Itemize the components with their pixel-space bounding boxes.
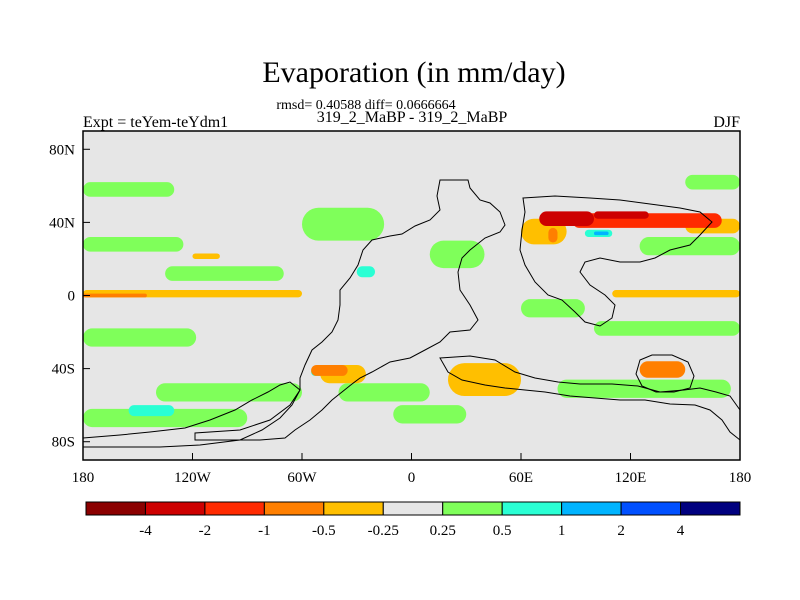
y-tick-label-2: 0 — [68, 289, 76, 305]
contour-fills — [83, 174, 740, 428]
colorbar-swatch-2 — [204, 501, 265, 516]
contour-region-23 — [448, 363, 521, 397]
colorbar-swatch-1 — [144, 501, 206, 516]
continent-outlines — [82, 179, 741, 448]
contour-region-11 — [429, 240, 485, 269]
colorbar-label-4: -0.25 — [368, 523, 399, 539]
contour-region-4 — [302, 207, 385, 241]
landmass-eurasia — [519, 195, 713, 327]
contour-region-9 — [594, 321, 740, 336]
chart-subtitle: 319_2_MaBP - 319_2_MaBP — [317, 109, 508, 126]
season-label: DJF — [713, 114, 740, 131]
colorbar-swatch-5 — [382, 501, 444, 516]
colorbar-label-9: 4 — [677, 523, 685, 539]
x-axis-ticks: 180 120W 60W 0 60E 120E 180 — [72, 453, 752, 486]
y-tick-label-1: 40N — [49, 215, 75, 231]
contour-region-29 — [639, 361, 686, 378]
contour-region-33 — [594, 211, 649, 219]
landmass-americas — [194, 179, 506, 441]
x-tick-label-5: 120E — [615, 470, 647, 486]
colorbar-swatch-6 — [442, 501, 503, 516]
colorbar-swatch-9 — [620, 501, 682, 516]
x-tick-label-6: 180 — [729, 470, 752, 486]
landmass-southern — [439, 355, 741, 442]
contour-region-15 — [128, 405, 175, 417]
y-axis-ticks: 80N 40N 0 40S 80S — [49, 142, 90, 451]
contour-region-0 — [83, 328, 197, 347]
contour-region-3 — [165, 266, 284, 281]
colorbar-swatch-8 — [561, 501, 622, 516]
x-tick-label-3: 0 — [408, 470, 416, 486]
colorbar-label-1: -2 — [199, 523, 212, 539]
contour-region-21 — [612, 290, 740, 298]
landmass-pole — [82, 381, 301, 448]
y-tick-label-0: 80N — [49, 142, 75, 158]
x-tick-label-4: 60E — [509, 470, 533, 486]
landmass-australia — [635, 354, 695, 393]
y-tick-label-4: 80S — [52, 435, 75, 451]
contour-region-5 — [156, 383, 302, 402]
contour-region-19 — [594, 231, 609, 236]
colorbar-label-6: 0.5 — [493, 523, 512, 539]
contour-region-1 — [83, 237, 184, 252]
colorbar-label-7: 1 — [558, 523, 566, 539]
colorbar-swatch-7 — [501, 501, 563, 516]
contour-region-16 — [356, 266, 375, 278]
colorbar-label-3: -0.5 — [312, 523, 336, 539]
contour-region-7 — [685, 174, 740, 190]
x-tick-label-0: 180 — [72, 470, 95, 486]
contour-region-6 — [83, 408, 248, 428]
experiment-label: Expt = teYem-teYdm1 — [83, 114, 228, 131]
contour-region-8 — [639, 237, 740, 256]
contour-region-28 — [311, 364, 348, 376]
y-tick-label-3: 40S — [52, 362, 75, 378]
contour-region-10 — [393, 405, 467, 424]
colorbar-label-5: 0.25 — [430, 523, 456, 539]
colorbar-swatch-10 — [680, 501, 741, 516]
contour-region-32 — [539, 211, 594, 227]
colorbar-label-0: -4 — [139, 523, 152, 539]
colorbar-swatch-4 — [323, 501, 384, 516]
stats-line: rmsd= 0.40588 diff= 0.0666664 — [276, 98, 455, 113]
chart-title: Evaporation (in mm/day) — [262, 56, 565, 89]
contour-region-13 — [338, 383, 430, 402]
colorbar-label-2: -1 — [258, 523, 271, 539]
colorbar-swatch-0 — [85, 501, 146, 516]
contour-region-12 — [521, 299, 585, 318]
contour-region-2 — [83, 182, 175, 197]
colorbar-swatch-3 — [263, 501, 325, 516]
x-tick-label-2: 60W — [287, 470, 317, 486]
contour-region-26 — [192, 253, 220, 259]
contour-region-30 — [548, 227, 558, 243]
x-tick-label-1: 120W — [174, 470, 212, 486]
colorbar-label-8: 2 — [617, 523, 625, 539]
map-panel: 180 120W 60W 0 60E 120E 180 80N 40N 0 40S 80S — [49, 130, 752, 486]
contour-region-27 — [83, 293, 147, 298]
colorbar: -4 -2 -1 -0.5 -0.25 0.25 0.5 1 2 4 — [85, 501, 741, 539]
